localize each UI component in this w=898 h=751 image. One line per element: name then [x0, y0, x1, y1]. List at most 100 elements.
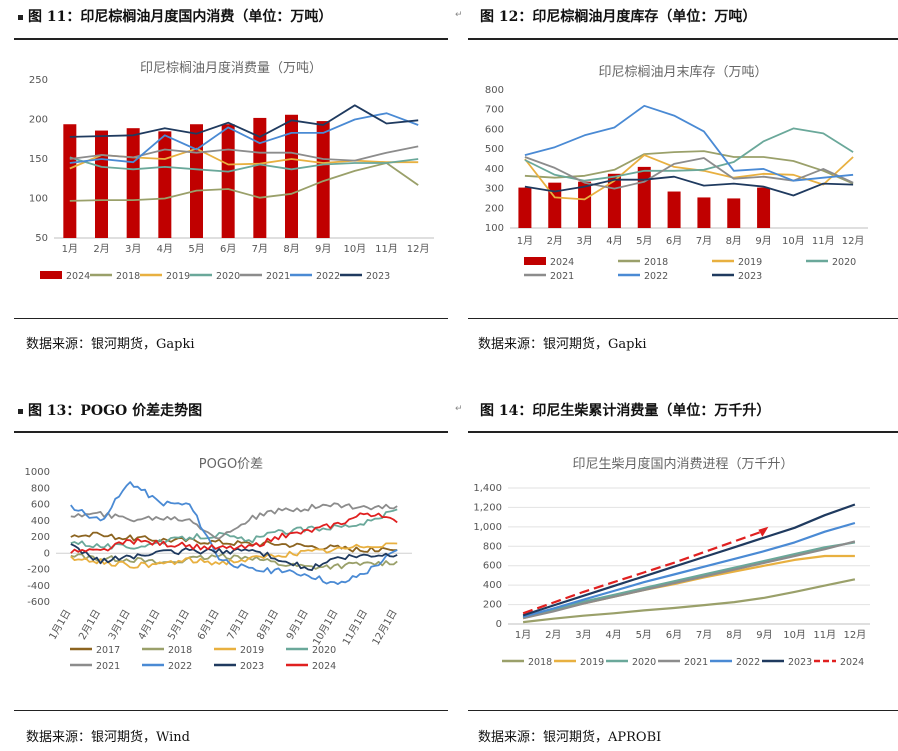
legend-label-2019: 2019	[240, 645, 264, 656]
x-tick-label: 2月	[547, 235, 563, 247]
y-tick-label: 100	[29, 194, 48, 205]
chart-title: 印尼棕榈油月末库存（万吨）	[598, 64, 767, 80]
figure-12-title: 图 12：印尼棕榈油月度库存（单位：万吨）	[480, 9, 757, 25]
legend-label-2023: 2023	[738, 271, 762, 282]
figure-14-chart: 印尼生柴月度国内消费进程（万千升） 0 200 400 600 800 1,000 1,200…	[468, 440, 898, 690]
bar-2024	[757, 187, 771, 228]
legend-label-2019: 2019	[738, 257, 762, 268]
series-line-2020	[522, 541, 856, 619]
y-tick-label: 400	[483, 580, 502, 591]
y-tick-label: 800	[31, 483, 50, 494]
x-tick-label: 4月1日	[136, 608, 163, 642]
legend-label-2023: 2023	[240, 661, 264, 672]
x-tick-label: 1月	[517, 235, 533, 247]
bar-2024	[158, 131, 172, 238]
bar-2024	[285, 114, 298, 238]
bar-2024	[548, 182, 562, 228]
bar-2024	[697, 197, 711, 228]
y-tick-label: 100	[485, 223, 504, 234]
figure-11-chart: 印尼棕榈油月度消费量（万吨） 50 100 150 200 250 1月 2月 3月 4月 5月 6月…	[14, 48, 448, 298]
series-line-2024	[522, 529, 765, 615]
y-tick-label: -600	[27, 597, 50, 608]
series-line-2023	[69, 104, 419, 138]
legend-label-2019: 2019	[166, 271, 190, 282]
divider	[14, 431, 448, 433]
x-tick-label: 2月1日	[76, 608, 103, 642]
y-tick-label: 1,000	[473, 522, 502, 533]
x-tick-label: 2月	[93, 243, 109, 255]
series-line-2018	[524, 150, 854, 185]
x-tick-label: 8月	[726, 629, 742, 641]
figure-12-source: 数据来源：银河期货，Gapki	[478, 337, 647, 352]
x-tick-label: 8月1日	[254, 608, 281, 642]
bar-2024	[95, 130, 108, 238]
y-tick-label: 600	[485, 124, 504, 135]
x-tick-label: 10月	[343, 243, 366, 255]
x-tick-label: 7月	[696, 235, 712, 247]
x-tick-label: 2月	[545, 629, 561, 641]
y-tick-label: 200	[483, 600, 502, 611]
legend-label-2020: 2020	[216, 271, 240, 282]
x-tick-label: 9月	[755, 235, 771, 247]
bar-2024	[578, 181, 592, 228]
series-line-2023	[522, 503, 856, 617]
bar-2024	[637, 166, 651, 228]
series-line-2021	[69, 145, 419, 162]
legend-swatch-2024	[40, 271, 62, 279]
x-tick-label: 10月	[782, 235, 805, 247]
divider	[468, 38, 898, 40]
figure-11-source: 数据来源：银河期货，Gapki	[26, 337, 195, 352]
x-tick-label: 12月1日	[370, 608, 400, 648]
y-tick-label: 0	[496, 619, 502, 630]
divider	[14, 710, 448, 711]
series-line-2021	[522, 540, 856, 620]
y-tick-label: 1000	[25, 467, 50, 478]
y-tick-label: 600	[483, 561, 502, 572]
bar-2024	[316, 121, 330, 238]
legend-label-2022: 2022	[736, 657, 760, 668]
x-tick-label: 12月	[844, 629, 867, 641]
x-tick-label: 11月	[375, 243, 398, 255]
x-tick-label: 5月	[636, 235, 652, 247]
x-tick-label: 9月	[756, 629, 772, 641]
x-tick-label: 12月	[407, 243, 430, 255]
legend-label-2018: 2018	[528, 657, 552, 668]
legend-label-2024: 2024	[312, 661, 336, 672]
series-line-2022	[70, 481, 398, 585]
chart-svg: 印尼棕榈油月度消费量（万吨） 50 100 150 200 250 1月 2月 3月 4月 5月 6月…	[29, 60, 434, 282]
series-line-2021	[524, 156, 854, 190]
y-tick-label: -200	[27, 565, 50, 576]
bar-2024	[727, 198, 741, 228]
x-tick-label: 11月1日	[340, 608, 370, 648]
divider	[468, 318, 898, 319]
legend-label-2020: 2020	[312, 645, 336, 656]
legend-label-2022: 2022	[644, 271, 668, 282]
divider	[468, 710, 898, 711]
x-tick-label: 7月	[696, 629, 712, 641]
legend-label-2018: 2018	[644, 257, 668, 268]
y-tick-label: 400	[31, 516, 50, 527]
series-line-2019	[70, 542, 398, 569]
x-tick-label: 10月	[783, 629, 806, 641]
bar-2024	[190, 124, 203, 238]
legend-label-2021: 2021	[684, 657, 708, 668]
figure-13-source: 数据来源：银河期货，Wind	[26, 730, 190, 745]
x-tick-label: 6月	[666, 235, 682, 247]
x-tick-label: 7月1日	[225, 608, 252, 642]
series-line-2018	[69, 162, 419, 202]
series-line-2021	[70, 502, 398, 540]
x-tick-label: 7月	[252, 243, 268, 255]
y-tick-label: 300	[485, 184, 504, 195]
x-tick-label: 10月1日	[310, 608, 340, 648]
x-tick-label: 1月	[515, 629, 531, 641]
x-tick-label: 4月	[605, 629, 621, 641]
y-tick-label: 1,400	[473, 483, 502, 494]
divider	[14, 38, 448, 40]
series-line-2024	[70, 512, 398, 554]
y-tick-label: 150	[29, 154, 48, 165]
series-line-2018	[70, 553, 398, 570]
figure-13-title: 图 13：POGO 价差走势图	[18, 400, 202, 420]
legend-label-2024: 2024	[840, 657, 864, 668]
x-tick-label: 1月	[62, 243, 78, 255]
